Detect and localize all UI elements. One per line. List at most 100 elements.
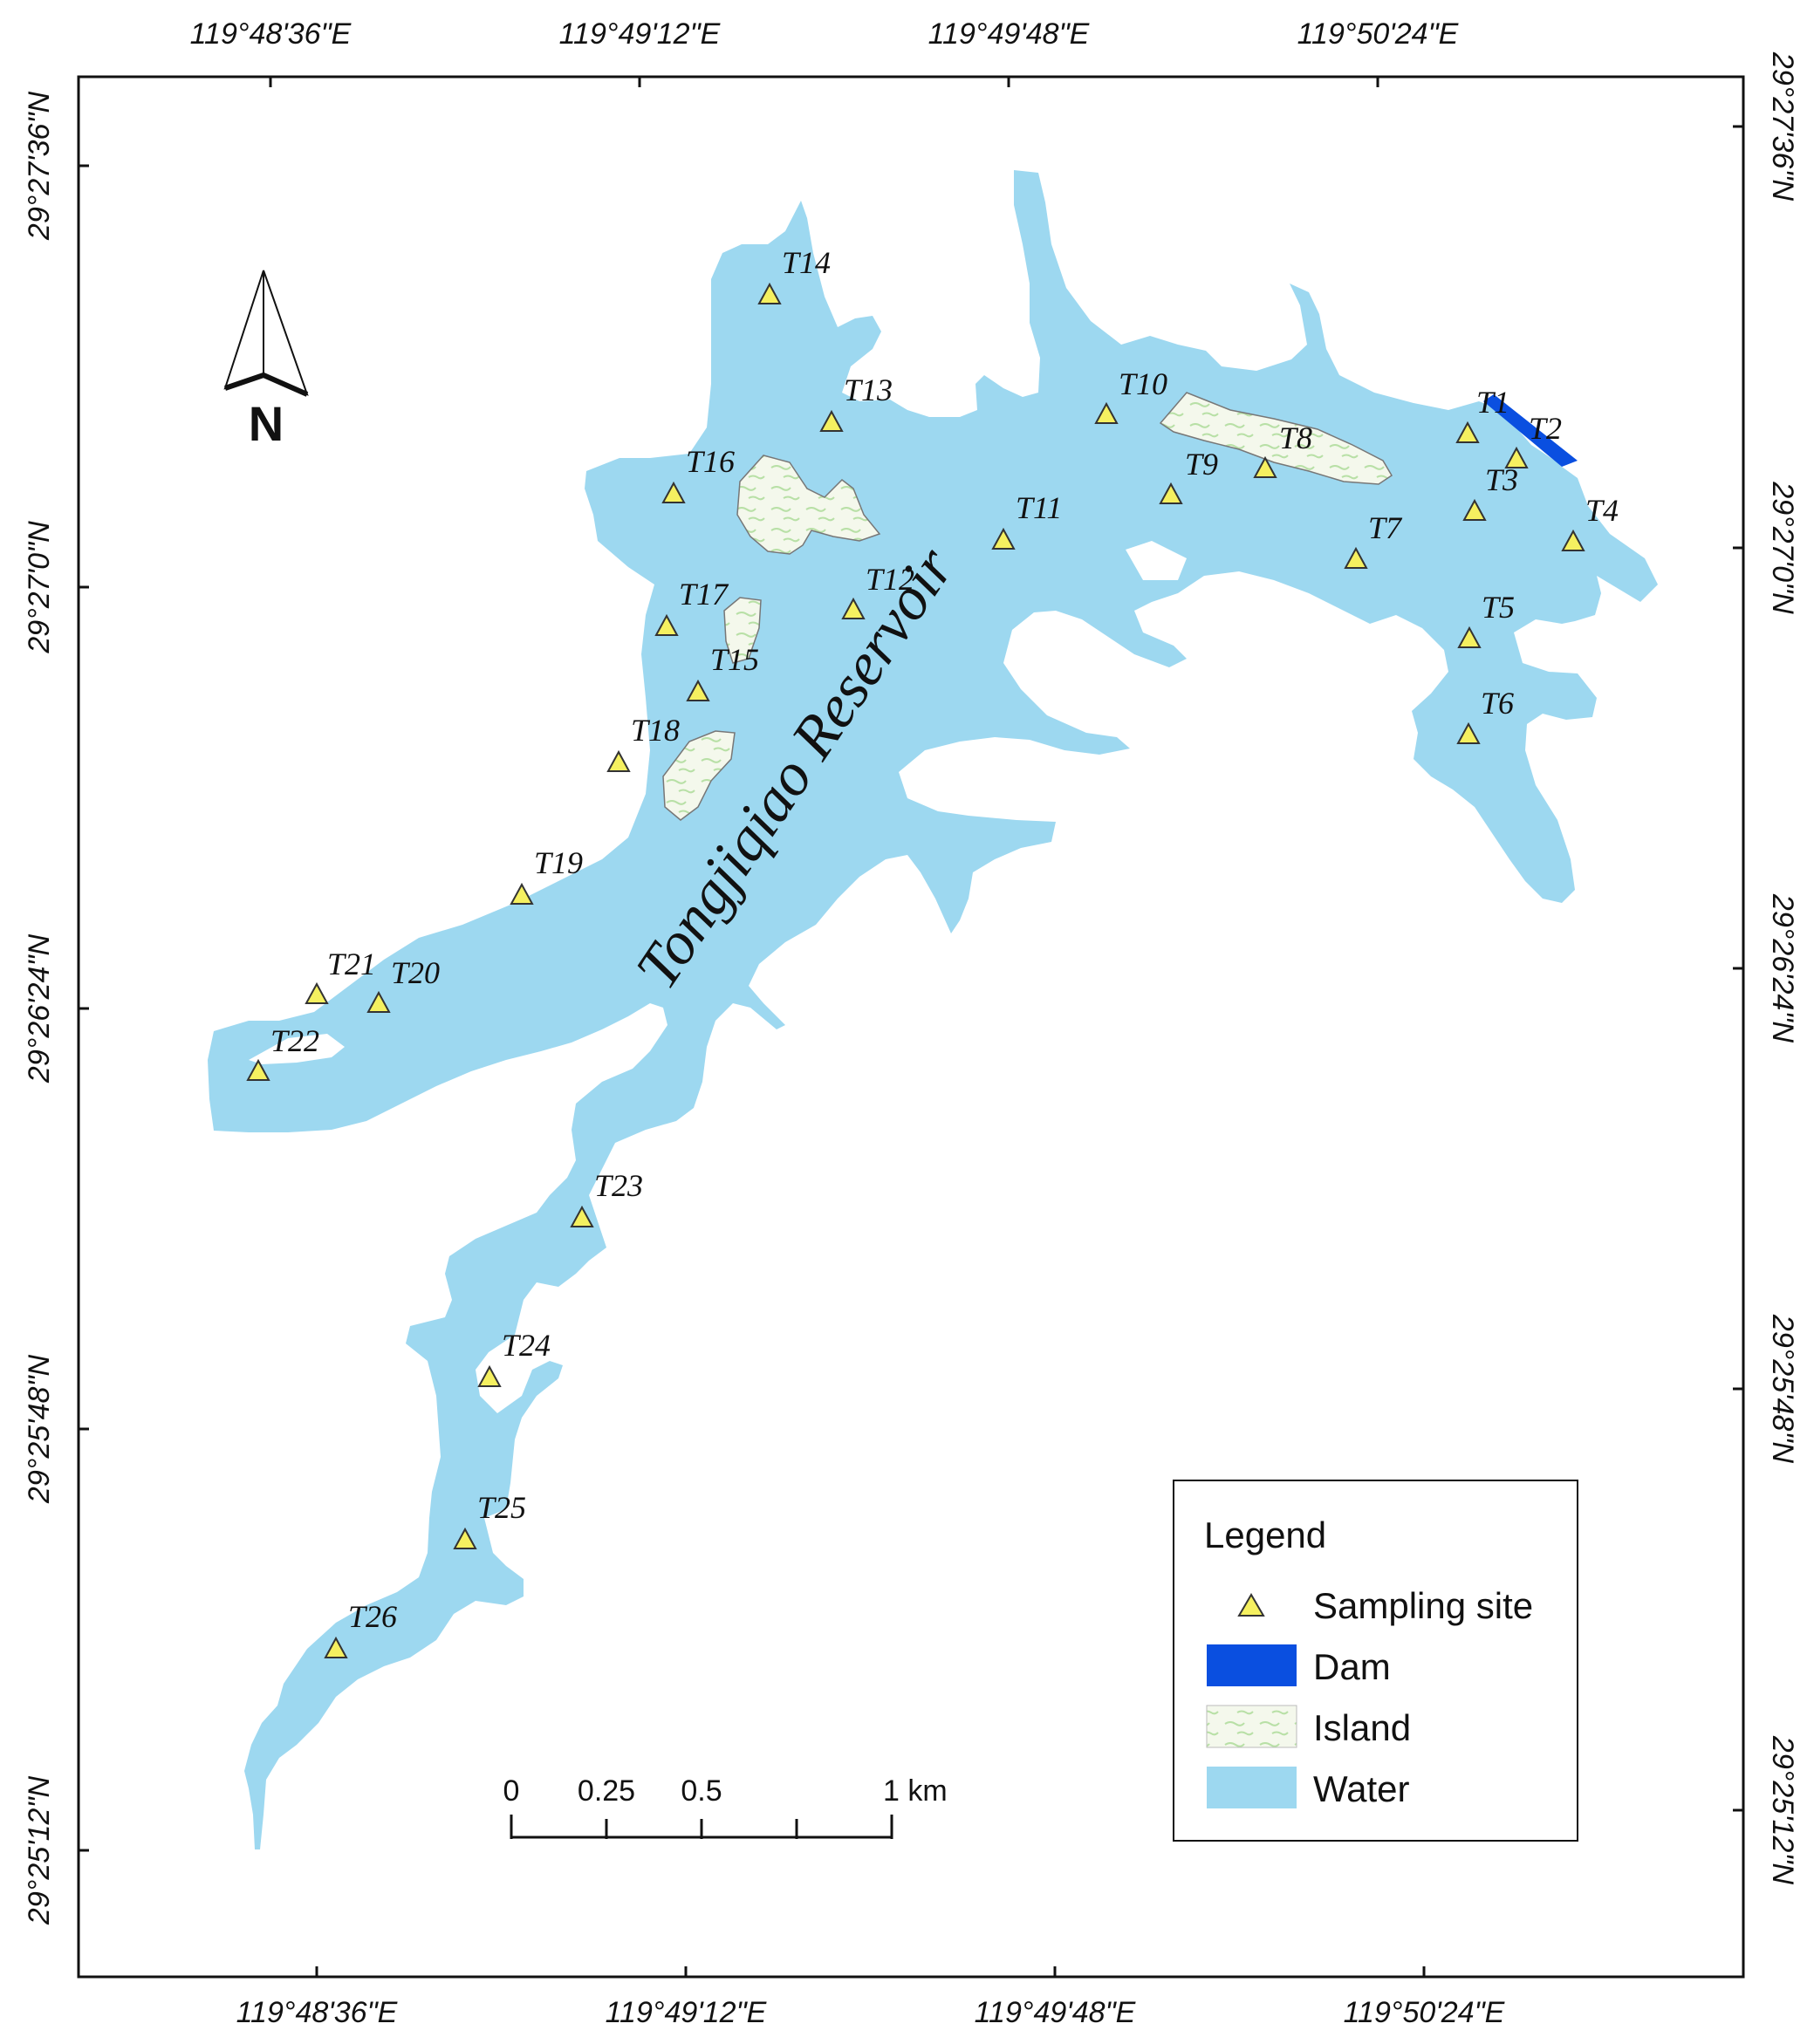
site-marker-t13: [819, 409, 844, 432]
sampling-sites: T1 T2 T3 T4 T5 T6 T7 T8 T9 T10 T11 T12 T13 T14 T15 T16 T…: [246, 245, 1619, 1658]
site-label-t2: T2: [1529, 411, 1562, 446]
legend-label-island: Island: [1313, 1707, 1411, 1748]
water-swatch: [1207, 1767, 1297, 1808]
right-lat-2: 29°27'0"N: [1766, 481, 1799, 614]
site-label-t1: T1: [1476, 385, 1509, 420]
site-label-t10: T10: [1119, 366, 1167, 401]
site-marker-t26: [324, 1636, 348, 1658]
island-swatch: [1206, 1705, 1297, 1748]
north-arrow-icon: N: [223, 270, 309, 451]
top-lon-2: 119°49'12"E: [559, 17, 721, 51]
reservoir-water: [208, 170, 1658, 1849]
site-label-t13: T13: [844, 373, 893, 407]
site-label-t9: T9: [1185, 447, 1218, 482]
site-marker-t10: [1094, 401, 1119, 424]
top-lon-3: 119°49'48"E: [928, 17, 1090, 51]
left-lat-5: 29°25'12"N: [23, 1775, 56, 1925]
site-label-t24: T24: [502, 1328, 551, 1363]
site-marker-t7: [1344, 546, 1368, 569]
site-marker-t23: [570, 1205, 594, 1227]
right-lat-5: 29°25'12"N: [1766, 1735, 1799, 1885]
site-label-t5: T5: [1482, 590, 1515, 625]
left-latitude-labels: 29°27'36"N 29°27'0"N 29°26'24"N 29°25'48…: [23, 91, 56, 1925]
scale-bar: 0 0.25 0.5 1 km: [503, 1774, 948, 1839]
site-marker-t5: [1457, 626, 1482, 648]
site-label-t15: T15: [710, 642, 759, 677]
site-label-t14: T14: [782, 245, 831, 280]
dam-swatch: [1207, 1644, 1297, 1686]
legend-label-dam: Dam: [1313, 1646, 1391, 1687]
site-label-t25: T25: [477, 1490, 526, 1525]
site-marker-t14: [757, 282, 782, 304]
site-label-t22: T22: [270, 1023, 319, 1058]
island-t16: [736, 455, 881, 555]
top-lon-4: 119°50'24"E: [1297, 17, 1459, 51]
site-marker-t2: [1504, 446, 1529, 468]
site-label-t4: T4: [1585, 493, 1619, 528]
site-marker-t9: [1159, 482, 1183, 504]
site-marker-t11: [991, 527, 1016, 550]
legend-label-water: Water: [1313, 1768, 1409, 1809]
bottom-lon-1: 119°48'36"E: [236, 1996, 398, 2029]
inlet-t22: [249, 1034, 345, 1064]
right-lat-1: 29°27'36"N: [1766, 51, 1799, 202]
site-marker-t12: [841, 597, 866, 619]
bottom-lon-4: 119°50'24"E: [1344, 1996, 1505, 2029]
site-marker-t8: [1253, 455, 1277, 478]
site-label-t6: T6: [1481, 686, 1514, 721]
site-label-t23: T23: [594, 1168, 643, 1203]
left-lat-3: 29°26'24"N: [23, 933, 56, 1084]
bottom-lon-2: 119°49'12"E: [606, 1996, 767, 2029]
site-label-t16: T16: [686, 444, 735, 479]
island-void-north: [1126, 541, 1187, 580]
site-marker-t17: [654, 613, 679, 636]
site-marker-t22: [246, 1058, 270, 1081]
site-marker-t1: [1455, 420, 1480, 443]
bottom-lon-3: 119°49'48"E: [975, 1996, 1136, 2029]
site-marker-t15: [686, 679, 710, 701]
left-lat-1: 29°27'36"N: [23, 91, 56, 241]
left-lat-4: 29°25'48"N: [23, 1354, 56, 1504]
left-lat-2: 29°27'0"N: [23, 521, 56, 654]
site-marker-t19: [510, 882, 534, 905]
north-label: N: [249, 396, 284, 451]
bottom-longitude-labels: 119°48'36"E 119°49'12"E 119°49'48"E 119°…: [236, 1996, 1505, 2029]
site-marker-t16: [661, 481, 686, 503]
site-label-t21: T21: [327, 947, 376, 981]
site-label-t20: T20: [391, 955, 440, 990]
site-label-t8: T8: [1279, 420, 1312, 455]
site-label-t19: T19: [534, 845, 583, 880]
right-lat-3: 29°26'24"N: [1766, 893, 1799, 1043]
top-lon-1: 119°48'36"E: [190, 17, 352, 51]
site-marker-t6: [1456, 721, 1481, 744]
site-marker-t25: [453, 1527, 477, 1549]
legend-title: Legend: [1204, 1514, 1326, 1555]
site-label-t7: T7: [1368, 510, 1403, 545]
site-label-t12: T12: [866, 562, 914, 597]
island-t17: [723, 597, 762, 664]
scale-label-0: 0: [503, 1774, 520, 1808]
site-marker-t20: [366, 990, 391, 1013]
legend-label-sampling-site: Sampling site: [1313, 1585, 1533, 1626]
legend: Legend Sampling site Dam Island Water: [1173, 1480, 1578, 1842]
scale-label-1km: 1 km: [883, 1774, 948, 1808]
site-label-t17: T17: [679, 577, 729, 612]
scale-label-05: 0.5: [681, 1774, 722, 1808]
scale-label-025: 0.25: [578, 1774, 635, 1808]
right-lat-4: 29°25'48"N: [1766, 1314, 1799, 1464]
site-marker-t18: [606, 749, 631, 772]
site-label-t11: T11: [1016, 490, 1062, 525]
top-longitude-labels: 119°48'36"E 119°49'12"E 119°49'48"E 119°…: [190, 17, 1459, 51]
island-t8: [1159, 392, 1393, 485]
site-marker-t21: [305, 981, 329, 1004]
dam: [1483, 394, 1578, 467]
frame-ticks: [79, 77, 1743, 1977]
site-marker-t24: [477, 1364, 502, 1387]
site-label-t3: T3: [1485, 462, 1518, 497]
site-label-t26: T26: [348, 1599, 397, 1634]
site-marker-t3: [1462, 498, 1487, 521]
site-label-t18: T18: [631, 713, 680, 748]
island-t18: [662, 730, 736, 821]
site-marker-t4: [1561, 529, 1585, 551]
